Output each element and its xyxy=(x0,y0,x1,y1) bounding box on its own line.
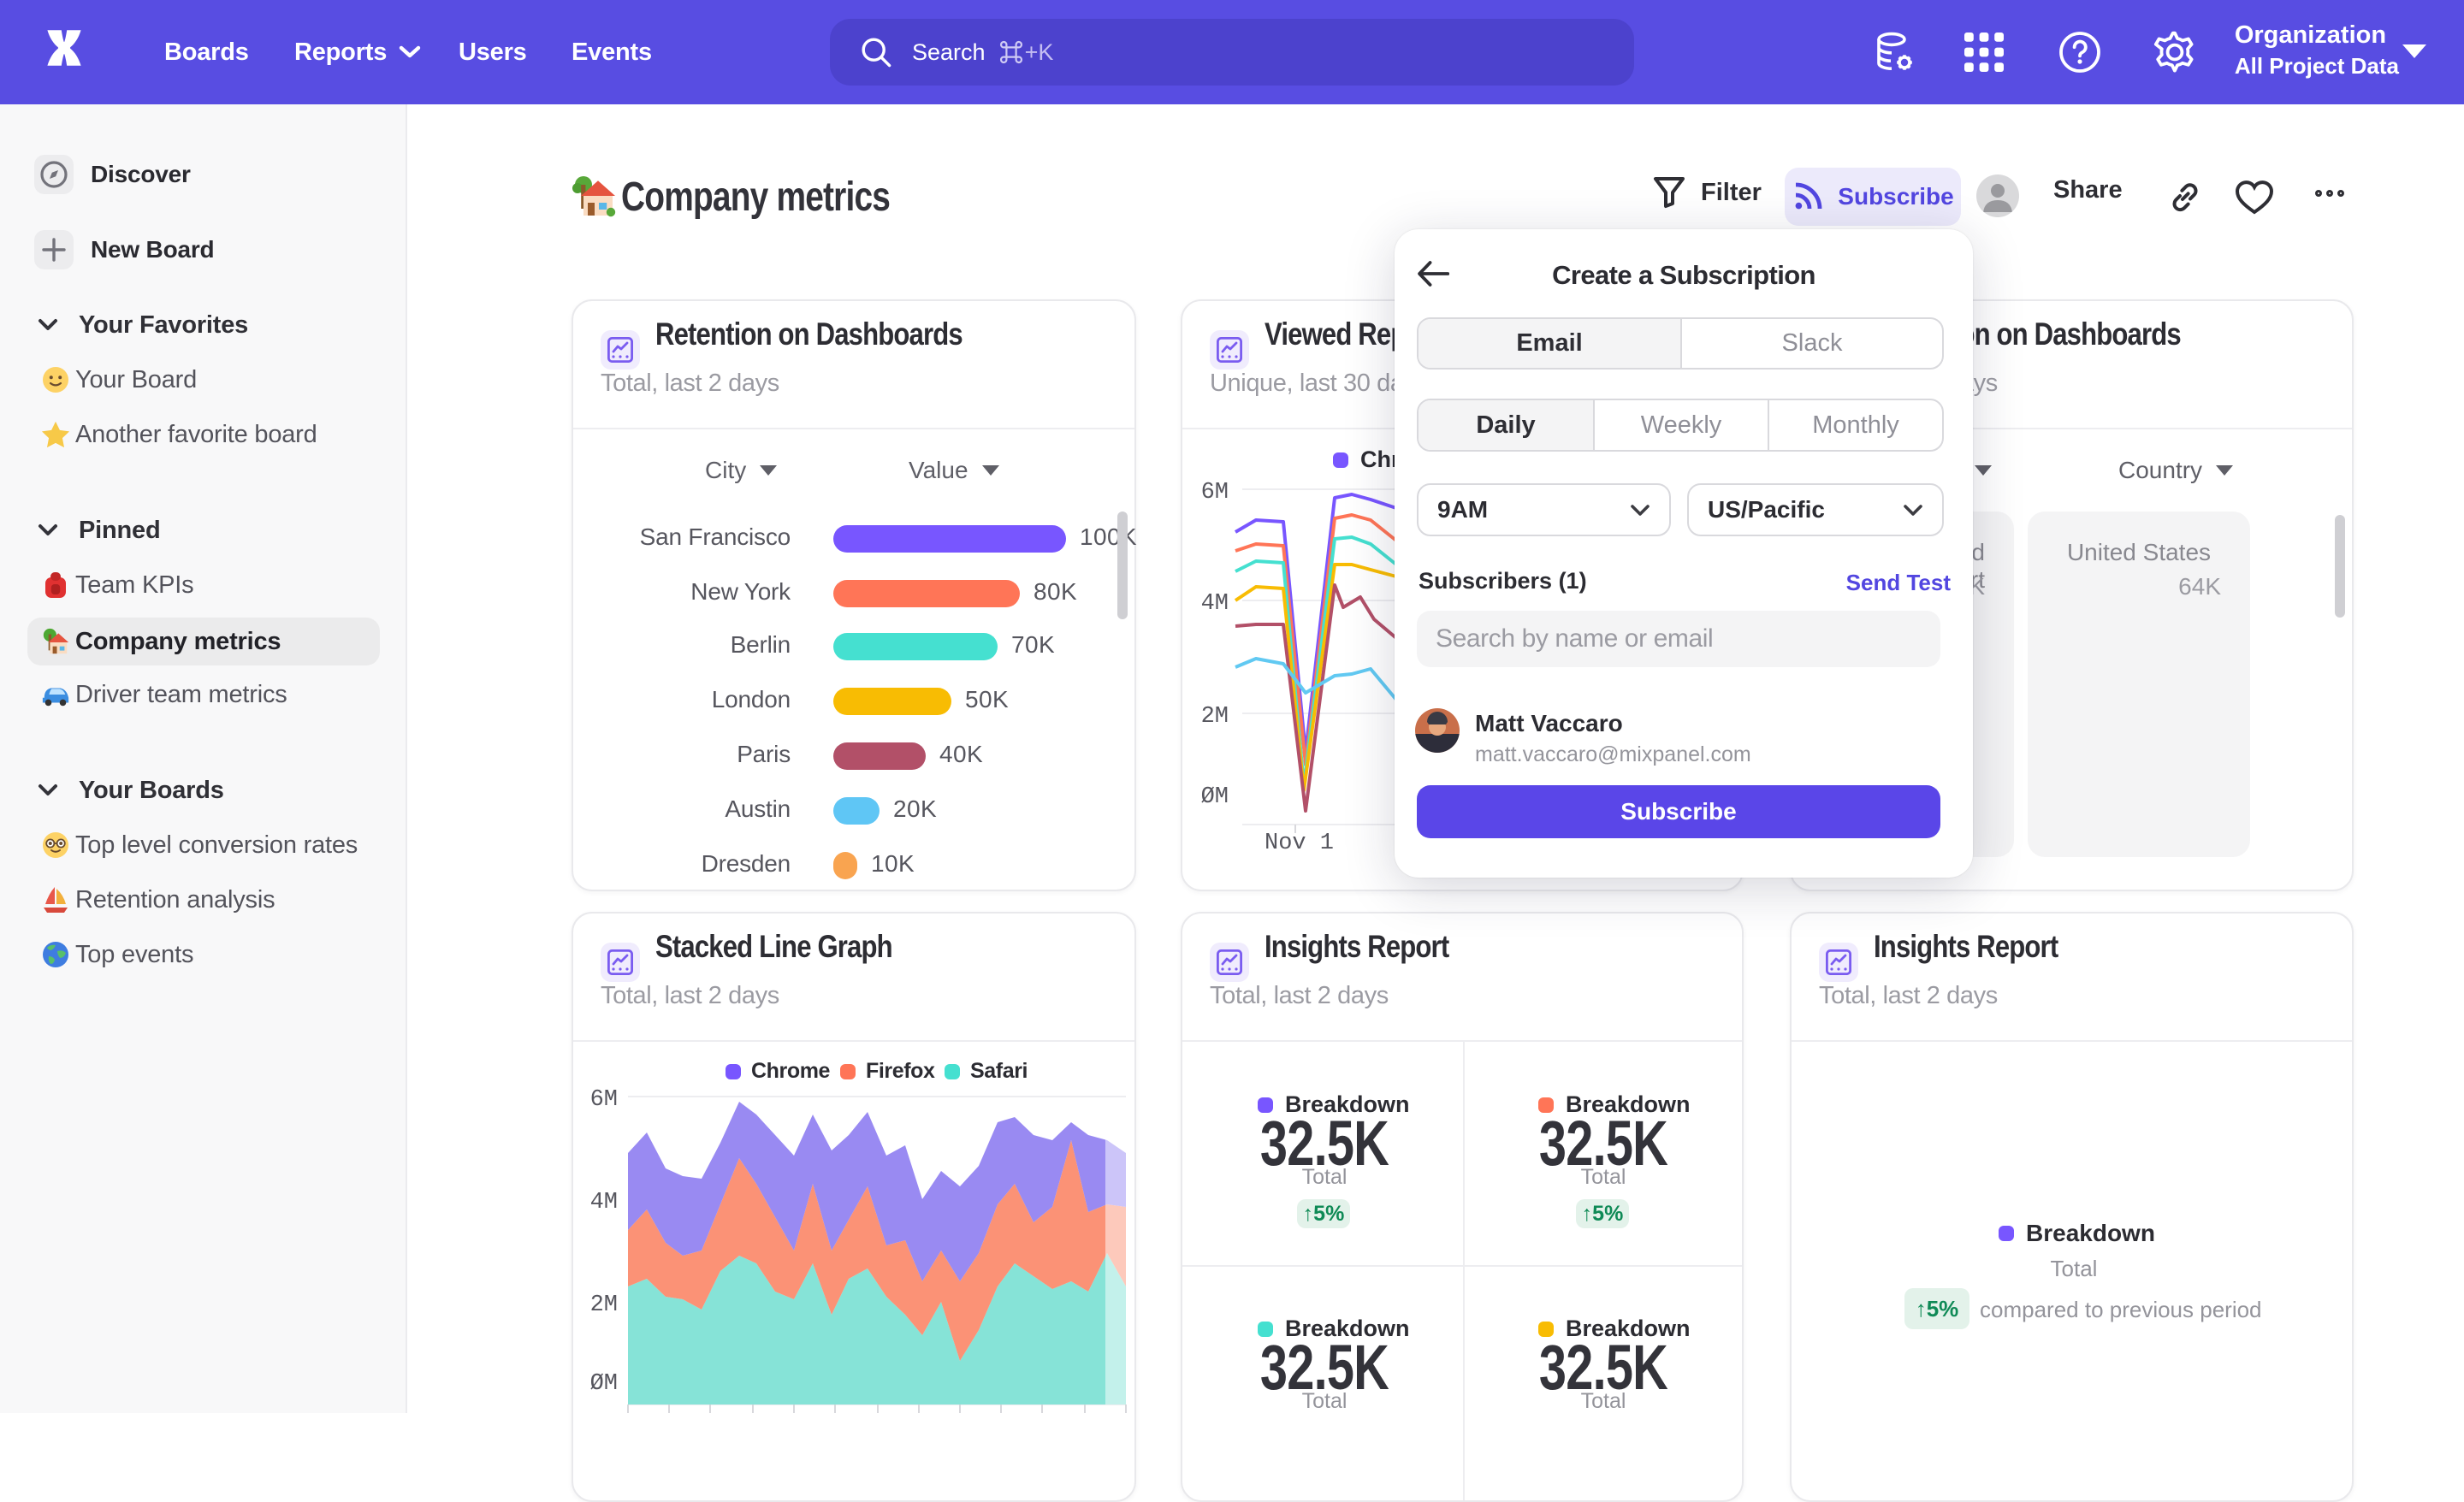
svg-text:Nov 1: Nov 1 xyxy=(1265,831,1334,856)
svg-text:ØM: ØM xyxy=(1201,784,1229,810)
svg-text:6M: 6M xyxy=(590,1087,618,1113)
svg-text:2M: 2M xyxy=(590,1292,618,1318)
svg-text:6M: 6M xyxy=(1201,480,1229,506)
svg-text:ØM: ØM xyxy=(590,1371,618,1397)
svg-text:4M: 4M xyxy=(1201,591,1229,617)
svg-text:2M: 2M xyxy=(1201,704,1229,730)
svg-text:4M: 4M xyxy=(590,1190,618,1215)
